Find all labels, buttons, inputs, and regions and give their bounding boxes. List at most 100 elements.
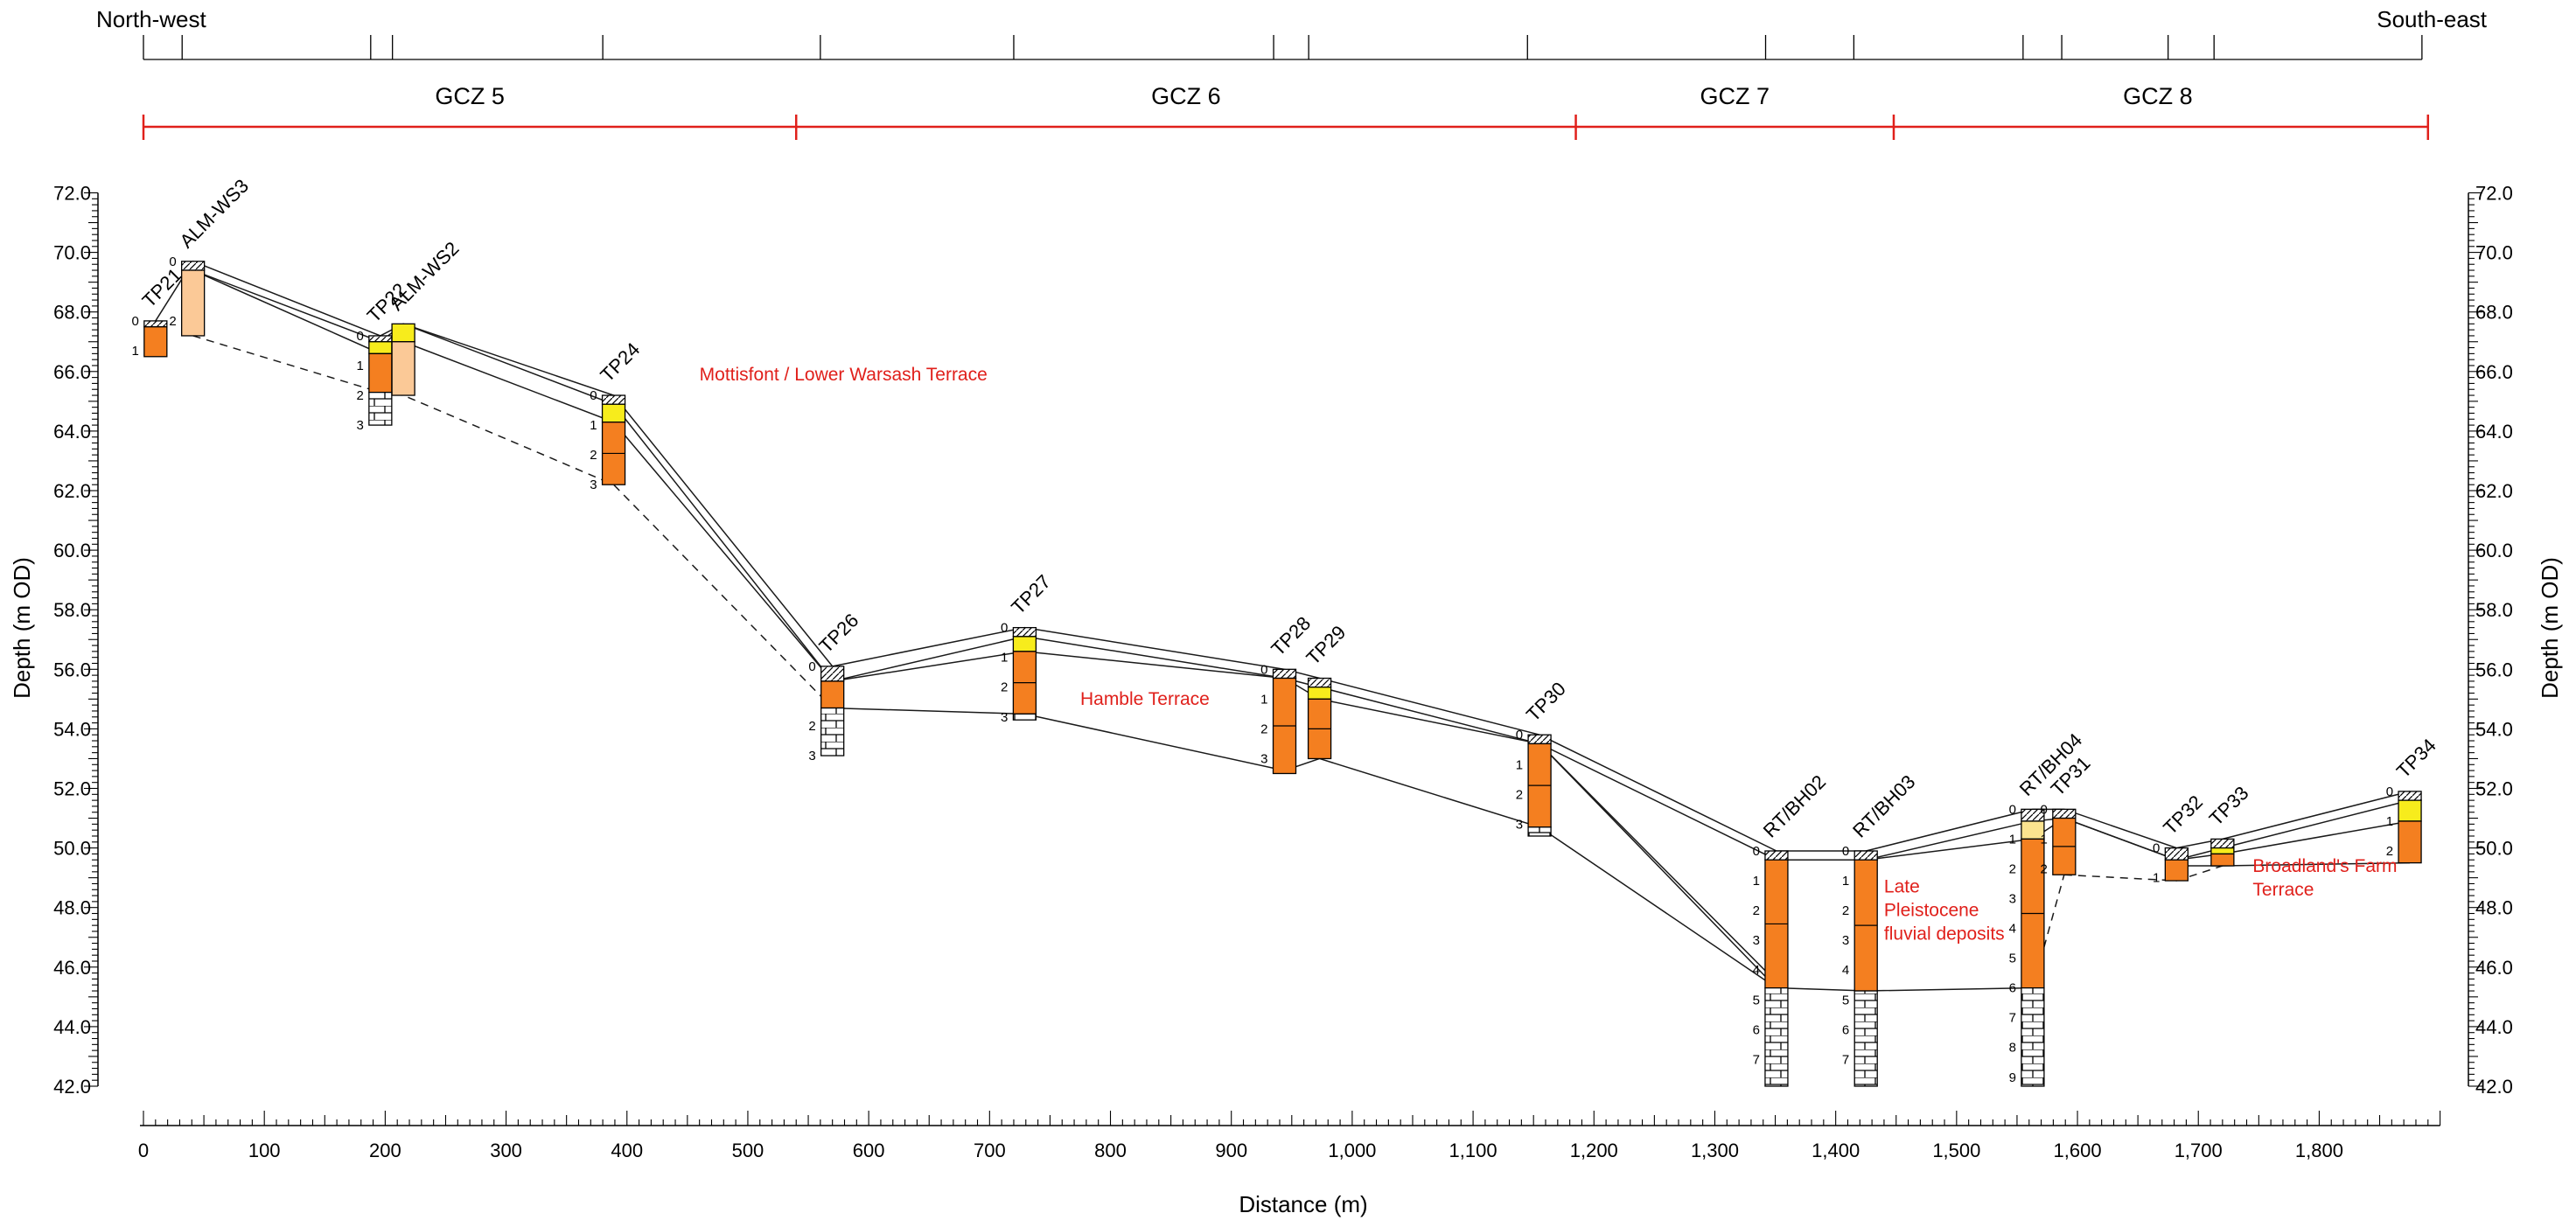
borehole-label: ALM-WS3: [176, 175, 254, 253]
zone-brackets: GCZ 5 GCZ 6 GCZ 7 GCZ 8: [142, 83, 2430, 140]
axis-tick-label: 48.0: [53, 897, 91, 919]
borehole-depth-label: 3: [1516, 817, 1523, 832]
borehole-tp34: 0 1 2 TP34: [2386, 735, 2440, 864]
borehole-depth-label: 3: [1001, 710, 1008, 725]
borehole-depth-label: 3: [808, 749, 815, 763]
borehole-layer: [1527, 734, 1552, 745]
x-axis-tick-label: 1,400: [1812, 1140, 1860, 1161]
axis-tick-label: 52.0: [53, 778, 91, 800]
axis-tick-label: 50.0: [53, 838, 91, 860]
axis-tick-label: 50.0: [2475, 838, 2513, 860]
axis-tick-label: 42.0: [53, 1076, 91, 1098]
borehole-depth-label: 3: [357, 418, 364, 433]
borehole-layer: [391, 341, 415, 396]
left-ylabel: Depth (m OD): [9, 557, 35, 699]
borehole-depth-label: 5: [1842, 993, 1849, 1007]
x-axis-tick-label: 700: [974, 1140, 1006, 1161]
terrace-annotation-text: fluvial deposits: [1884, 924, 2005, 945]
axis-tick-label: 64.0: [2475, 421, 2513, 443]
borehole-depth-label: 1: [590, 418, 597, 433]
borehole-layer: [820, 680, 845, 709]
borehole-layer: [368, 391, 393, 426]
borehole-layer: [1272, 668, 1297, 680]
x-axis-tick-label: 600: [853, 1140, 885, 1161]
borehole-depth-label: 6: [2009, 981, 2016, 996]
xlabel: Distance (m): [1239, 1191, 1367, 1217]
borehole-depth-label: 0: [2009, 802, 2016, 817]
borehole-depth-label: 2: [1001, 680, 1008, 695]
correlation-line: [1866, 817, 2411, 861]
borehole-depth-label: 1: [1516, 757, 1523, 772]
borehole-layer: [2164, 859, 2189, 882]
borehole-label: ALM-WS2: [386, 237, 464, 315]
borehole-tp30: 0 1 2 3 TP30: [1516, 678, 1570, 837]
axis-tick-label: 66.0: [2475, 361, 2513, 383]
borehole-layer: [1527, 826, 1552, 837]
borehole-depth-label: 7: [2009, 1011, 2016, 1026]
terrace-annotation-text: Hamble Terrace: [1080, 689, 1210, 709]
correlation-line: [1539, 742, 1777, 983]
borehole-depth-label: 3: [1842, 933, 1849, 948]
right-depth-axis: 42.0 44.0 46.0 48.0 50.0 52.0 54.0 56.0 58.0 60.0…: [2468, 183, 2513, 1098]
borehole-depth-label: 0: [2153, 841, 2160, 856]
borehole-depth-label: 2: [1516, 787, 1523, 802]
borehole-depth-label: 0: [357, 329, 364, 344]
borehole-tp29: TP29: [1302, 621, 1350, 760]
borehole-depth-label: 2: [590, 448, 597, 463]
terrace-annotation-text: Pleistocene: [1884, 901, 1979, 921]
borehole-layer: [1012, 636, 1037, 652]
axis-tick-label: 58.0: [53, 599, 91, 621]
borehole-label: TP30: [1522, 678, 1570, 726]
borehole-depth-label: 7: [1753, 1052, 1760, 1067]
borehole-depth-label: 5: [1753, 993, 1760, 1007]
axis-tick-label: 72.0: [2475, 183, 2513, 205]
borehole-layer: [368, 341, 393, 355]
borehole-alm-ws3: 0 2 ALM-WS3: [169, 175, 254, 337]
borehole-depth-label: 1: [1753, 874, 1760, 889]
axis-tick-label: 70.0: [2475, 242, 2513, 264]
borehole-depth-label: 2: [1753, 903, 1760, 918]
borehole-tp26: 0 2 3 TP26: [808, 610, 862, 763]
axis-tick-label: 46.0: [2475, 957, 2513, 979]
borehole-depth-label: 0: [1842, 844, 1849, 859]
borehole-depth-label: 6: [1753, 1022, 1760, 1037]
zone-label: GCZ 7: [1700, 83, 1770, 109]
borehole-depth-label: 1: [131, 344, 138, 359]
borehole-depth-label: 9: [2009, 1070, 2016, 1085]
borehole-layer: [1307, 677, 1332, 688]
borehole-depth-label: 1: [2153, 871, 2160, 886]
borehole-depth-label: 2: [808, 719, 815, 734]
borehole-depth-label: 1: [2040, 832, 2047, 847]
borehole-depth-label: 0: [131, 314, 138, 329]
x-axis-tick-label: 800: [1094, 1140, 1127, 1161]
axis-tick-label: 66.0: [53, 361, 91, 383]
borehole-depth-label: 3: [2009, 891, 2016, 906]
borehole-label: TP27: [1007, 570, 1055, 618]
borehole-layer: [2021, 986, 2045, 1087]
borehole-layer: [1853, 990, 1878, 1087]
borehole-depth-label: 3: [1260, 751, 1267, 766]
borehole-layer: [2164, 847, 2189, 861]
borehole-tp24: 0 1 2 3 TP24: [590, 338, 644, 492]
borehole-layer: [368, 352, 393, 394]
borehole-depth-label: 3: [590, 478, 597, 492]
terrace-annotation-text: Mottisfont / Lower Warsash Terrace: [700, 365, 988, 385]
borehole-layer: [181, 269, 206, 337]
borehole-label: RT/BH02: [1759, 770, 1830, 841]
borehole-layer: [2398, 820, 2422, 864]
borehole-layer: [2210, 838, 2235, 849]
borehole-depth-label: 2: [169, 314, 176, 329]
borehole-depth-label: 6: [1842, 1022, 1849, 1037]
x-axis-tick-label: 200: [369, 1140, 401, 1161]
borehole-layer: [820, 666, 845, 682]
terrace-annotation-text: Broadland's Farm: [2252, 856, 2397, 876]
x-axis-tick-label: 1,600: [2054, 1140, 2102, 1161]
dashed-correlation-line: [192, 335, 834, 709]
borehole-label: TP24: [596, 338, 644, 387]
borehole-layer: [181, 261, 206, 271]
borehole-alm-ws2: ALM-WS2: [386, 237, 464, 396]
borehole-depth-label: 0: [169, 254, 176, 269]
borehole-label: TP33: [2205, 782, 2253, 830]
axis-tick-label: 56.0: [53, 659, 91, 680]
